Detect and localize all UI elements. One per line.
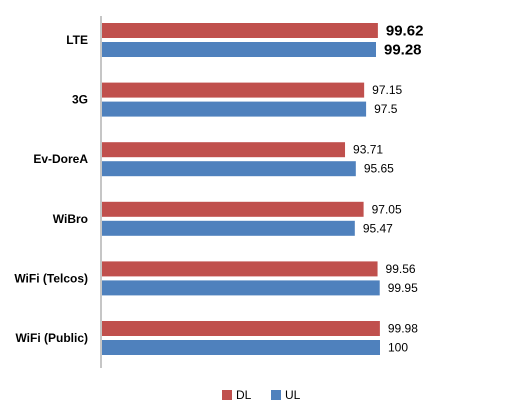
bar-dl: [102, 201, 364, 217]
legend-swatch-ul: [271, 390, 281, 400]
data-label: 95.65: [364, 162, 394, 176]
legend-swatch-dl: [222, 390, 232, 400]
category-label: Ev-DoreA: [33, 152, 88, 166]
data-label: 100: [388, 341, 408, 355]
data-label: 99.62: [386, 23, 424, 40]
category-label: WiFi (Telcos): [14, 271, 88, 285]
category-label: WiFi (Public): [15, 331, 88, 345]
data-label: 99.56: [386, 262, 416, 276]
data-label: 99.95: [388, 281, 418, 295]
data-label: 99.28: [384, 42, 422, 59]
bar-ul: [102, 280, 380, 296]
bar-ul: [102, 220, 355, 236]
bar-ul: [102, 340, 380, 355]
category-label: WiBro: [53, 212, 88, 226]
bar-ul: [102, 42, 376, 57]
legend-label-dl: DL: [236, 388, 252, 402]
category-label: LTE: [66, 33, 88, 47]
bar-ul: [102, 101, 367, 117]
bar-ul: [102, 161, 356, 177]
legend-label-ul: UL: [285, 388, 301, 402]
bar-dl: [102, 321, 380, 336]
data-label: 99.98: [388, 322, 418, 336]
bar-dl: [102, 261, 378, 277]
bar-dl: [102, 82, 365, 98]
bar-dl: [102, 23, 378, 38]
category-label: 3G: [72, 93, 88, 107]
bar-dl: [102, 142, 346, 158]
data-label: 97.05: [372, 202, 402, 216]
data-label: 97.5: [374, 102, 398, 116]
data-label: 97.15: [372, 83, 402, 97]
data-label: 95.47: [363, 221, 393, 235]
data-label: 93.71: [353, 143, 383, 157]
